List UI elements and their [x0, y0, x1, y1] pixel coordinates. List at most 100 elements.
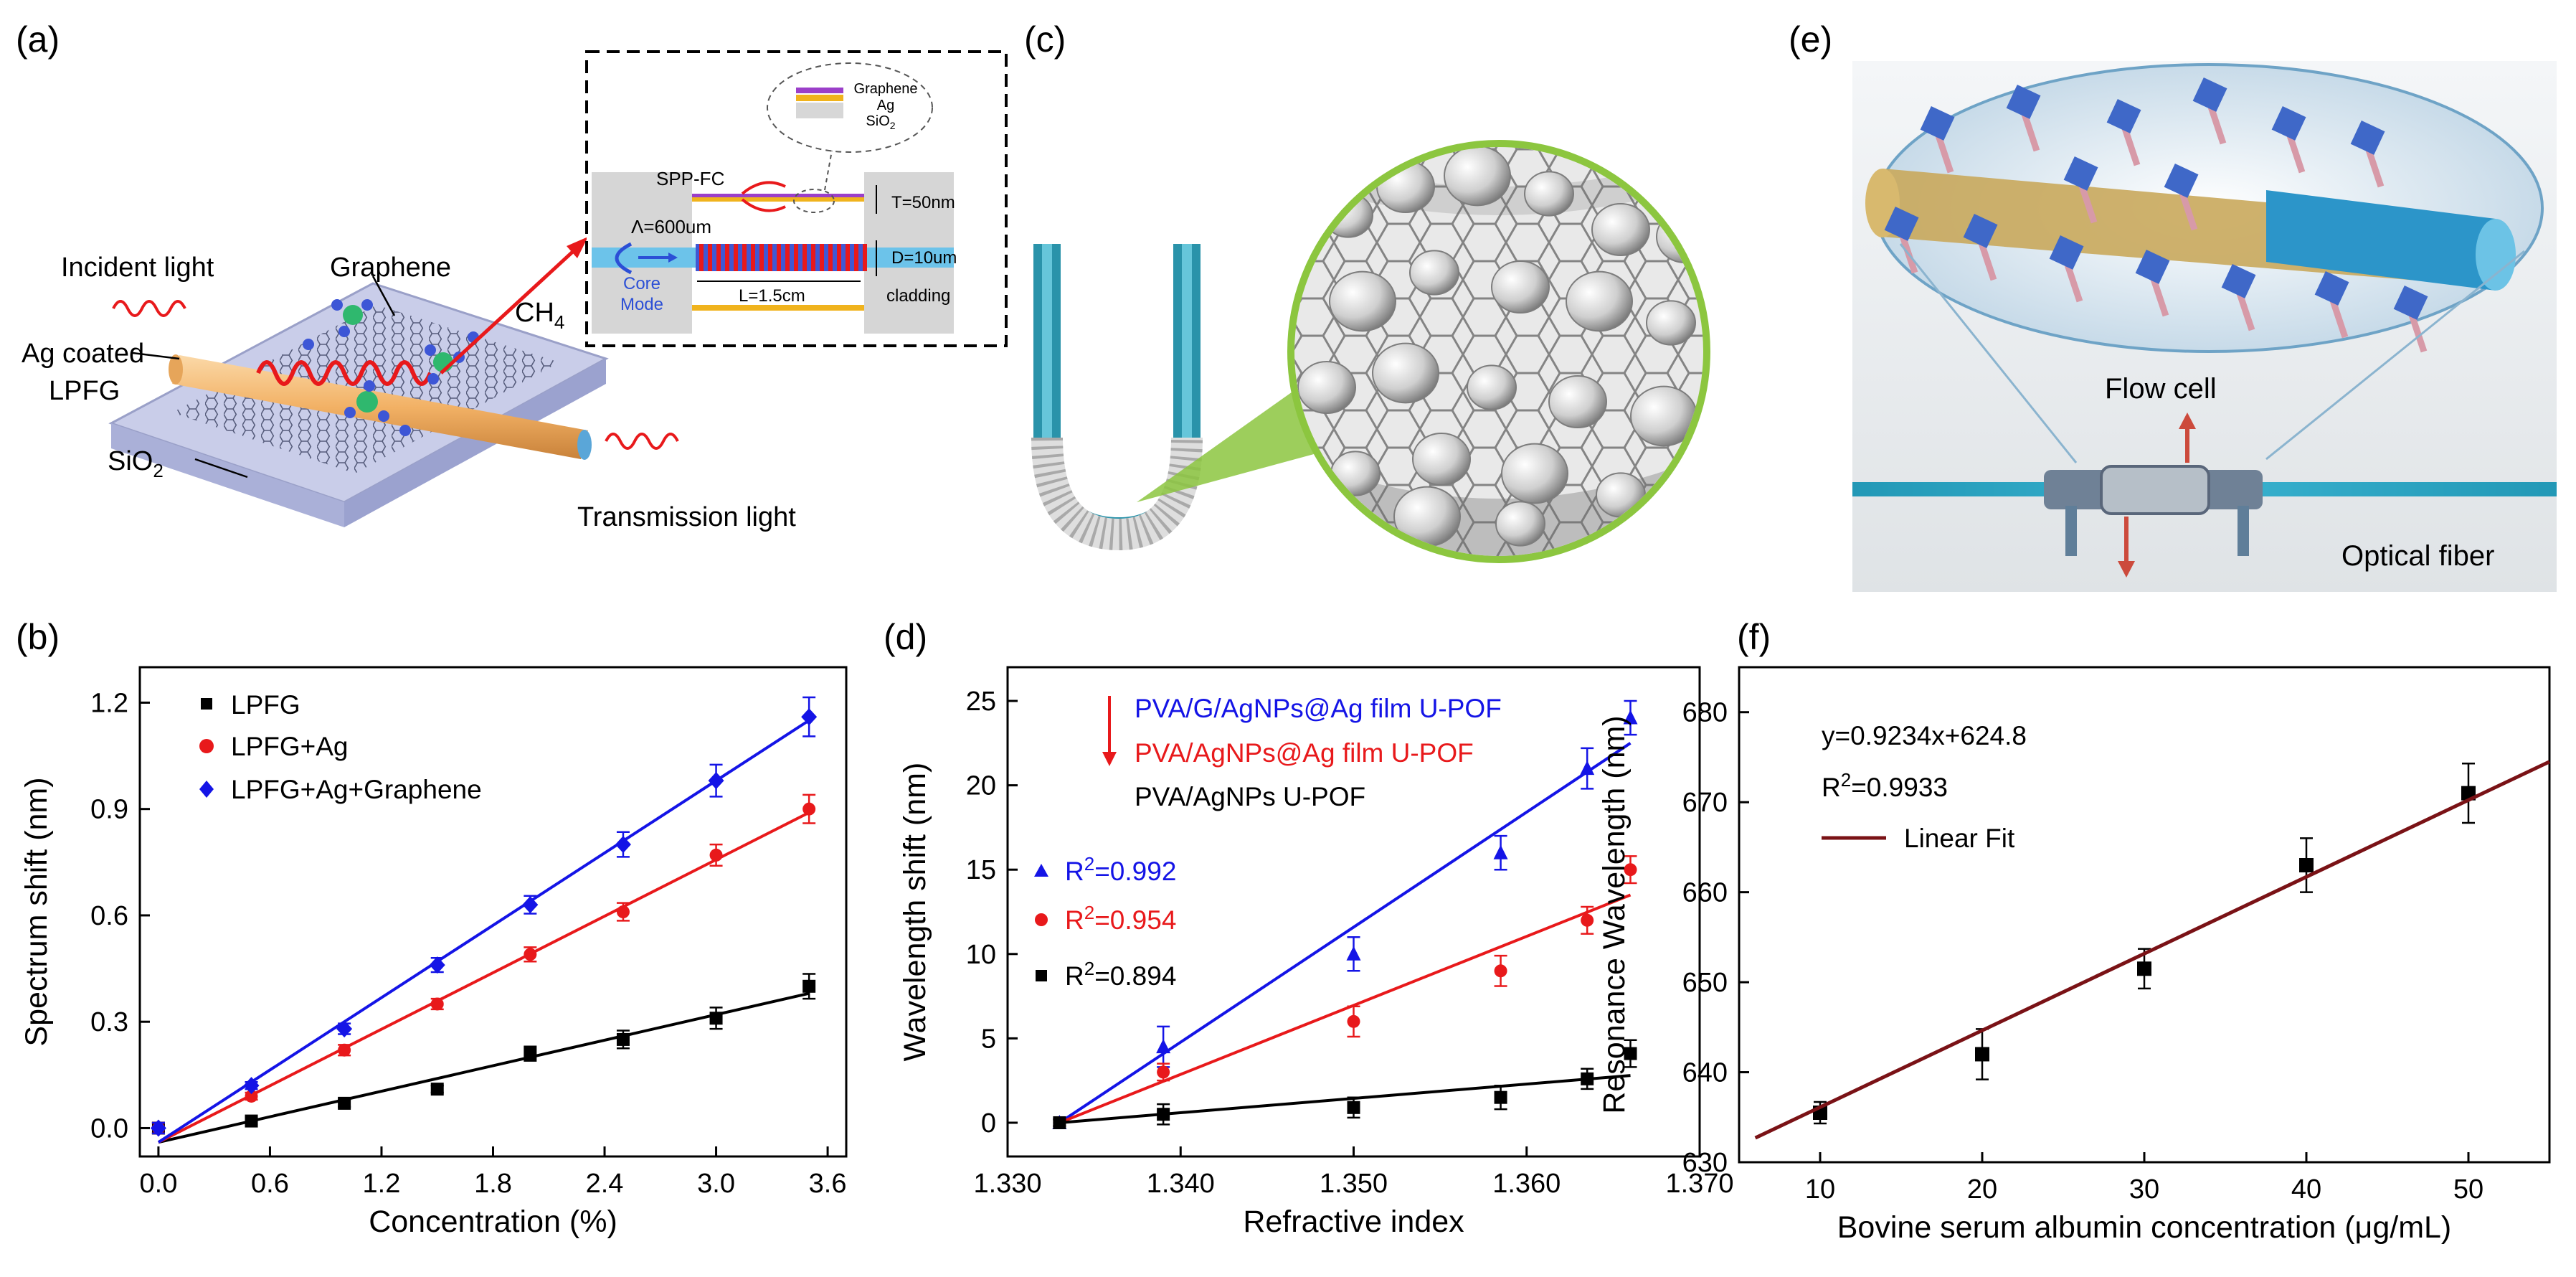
grating-tooth	[846, 244, 850, 271]
antigen-cube	[2192, 77, 2227, 112]
antibody-probes	[1884, 77, 2428, 353]
data-point	[709, 1012, 723, 1025]
y-tick-label: 25	[966, 687, 996, 717]
label-flow-cell: Flow cell	[2105, 373, 2217, 405]
fit-line	[1059, 1074, 1631, 1124]
data-point	[615, 836, 631, 854]
panel-label-c: (c)	[1024, 19, 1066, 60]
label-spp-fc: SPP-FC	[656, 168, 724, 189]
legend-f-linear-fit: Linear Fit	[1904, 824, 2015, 853]
label-mode: Mode	[620, 295, 663, 314]
y-tick-label: 5	[981, 1024, 996, 1054]
data-point	[338, 1043, 351, 1057]
data-point	[430, 1083, 444, 1096]
r2-f: R2=0.9933	[1822, 769, 1948, 802]
nanoparticle	[1444, 147, 1511, 207]
nanoparticle	[1495, 501, 1545, 547]
y-tick-label: 0.6	[90, 901, 128, 931]
x-tick-label: 50	[2453, 1174, 2483, 1205]
data-point	[616, 905, 630, 918]
fit-line	[1059, 893, 1632, 1124]
data-point	[1347, 1101, 1360, 1114]
x-tick-label: 1.360	[1492, 1169, 1561, 1199]
legend-d-pva-g: PVA/G/AgNPs@Ag film U-POF	[1135, 694, 1502, 723]
antigen-cube	[2049, 235, 2084, 270]
data-point	[1494, 964, 1507, 978]
antigen-cube	[2164, 163, 2199, 198]
grating-tooth	[777, 244, 781, 271]
data-point	[709, 848, 723, 862]
x-tick-label: 3.0	[697, 1169, 735, 1199]
data-point	[336, 1020, 353, 1038]
data-point	[1346, 946, 1361, 961]
antigen-cube	[1884, 206, 1919, 241]
nanoparticle	[1372, 342, 1439, 404]
label-lpfg: LPFG	[49, 376, 120, 406]
grating-tooth	[854, 244, 858, 271]
antigen-cube	[2063, 156, 2098, 191]
x-tick-label: 30	[2129, 1174, 2159, 1205]
data-point	[1347, 1014, 1360, 1028]
y-tick-label: 0.3	[90, 1007, 128, 1037]
fit-line	[157, 719, 810, 1144]
legend-b-lpfg-ag: LPFG+Ag	[231, 732, 349, 761]
data-point	[524, 948, 537, 961]
legend-b-lpfg-ag-graphene: LPFG+Ag+Graphene	[231, 775, 482, 804]
nanoparticle	[1329, 270, 1396, 332]
grating-tooth	[828, 244, 833, 271]
y-tick-label: 640	[1682, 1058, 1728, 1088]
grating-tooth	[768, 244, 772, 271]
x-tick-label: 0.6	[251, 1169, 289, 1199]
grating-tooth	[811, 244, 815, 271]
y-tick-label: 10	[966, 940, 996, 970]
legend-b-lpfg: LPFG	[231, 690, 300, 720]
chart-b-legend: LPFG LPFG+Ag LPFG+Ag+Graphene	[199, 690, 482, 804]
y-tick-label: 660	[1682, 878, 1728, 908]
antigen-cube	[2314, 270, 2349, 306]
data-point	[1494, 1090, 1507, 1104]
data-point	[2137, 961, 2151, 976]
substrate-side-face	[344, 359, 606, 527]
pointer-graphene	[371, 275, 396, 316]
label-core: Core	[623, 274, 660, 293]
panel-label-b: (b)	[16, 617, 60, 657]
pointer-ag-coated	[132, 352, 180, 360]
data-point	[429, 956, 445, 974]
data-point	[802, 979, 816, 993]
label-transmission-light: Transmission light	[577, 502, 796, 532]
nanoparticle	[1501, 443, 1568, 504]
nanoparticle	[1566, 270, 1633, 332]
nanoparticle	[1467, 364, 1517, 410]
grating-tooth	[699, 244, 704, 271]
x-tick-label: 40	[2291, 1174, 2321, 1205]
data-point	[802, 802, 816, 816]
x-tick-label: 1.2	[363, 1169, 401, 1199]
grating-tooth	[785, 244, 790, 271]
y-axis-label: Resonance Wavelength (nm)	[1597, 715, 1632, 1113]
data-point	[1581, 913, 1594, 927]
substrate-front-face	[111, 423, 344, 527]
y-axis-label: Wavelength shift (nm)	[898, 763, 932, 1062]
x-tick-label: 10	[1805, 1174, 1835, 1205]
fit-line	[1754, 760, 2551, 1140]
data-point	[245, 1114, 258, 1128]
label-ag-coated: Ag coated	[22, 339, 144, 369]
nanoparticle	[1409, 250, 1459, 296]
panel-label-e: (e)	[1789, 19, 1832, 60]
data-point	[1624, 863, 1637, 877]
antigen-cube	[2393, 285, 2428, 320]
legend-sio2: SiO2	[866, 113, 895, 131]
label-incident-light: Incident light	[61, 253, 214, 283]
data-point	[524, 1047, 537, 1060]
data-point	[150, 1119, 166, 1137]
data-point	[522, 896, 539, 914]
y-axis-label: Spectrum shift (nm)	[19, 777, 54, 1046]
y-tick-label: 0	[981, 1108, 996, 1139]
data-point	[801, 708, 818, 726]
transmission-light-wave	[605, 433, 679, 450]
y-tick-label: 0.9	[90, 795, 128, 825]
legend-graphene: Graphene	[854, 81, 918, 97]
antigen-cube	[2006, 84, 2041, 119]
panel-label-f: (f)	[1737, 617, 1771, 657]
x-tick-label: 1.8	[474, 1169, 512, 1199]
